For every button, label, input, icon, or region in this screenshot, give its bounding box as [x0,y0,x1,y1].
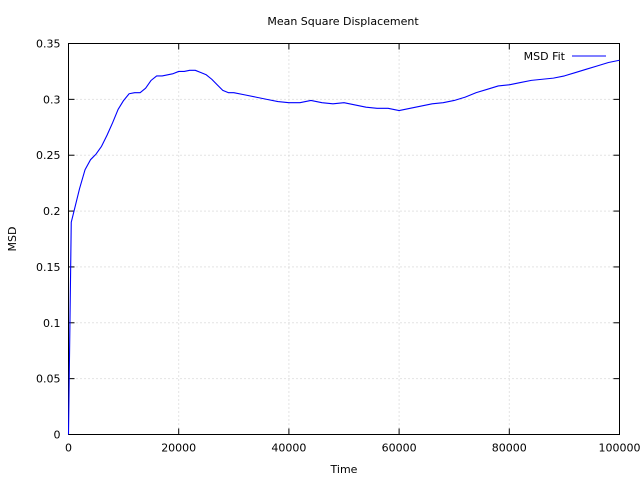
y-tick-label: 0.25 [36,149,61,162]
grid [68,43,620,435]
x-tick-label: 40000 [271,442,306,455]
legend-label: MSD Fit [524,50,566,63]
series-line-msd-fit [67,59,620,435]
plot-frame [68,43,620,435]
x-tick-labels: 0 20000 40000 60000 80000 100000 [65,442,640,455]
y-tick-label: 0 [54,429,61,442]
y-tick-label: 0.3 [43,93,61,106]
chart-title: Mean Square Displacement [267,15,419,28]
y-tick-label: 0.05 [36,373,61,386]
axis-ticks [68,43,620,435]
x-tick-label: 20000 [161,442,196,455]
x-tick-label: 80000 [492,442,527,455]
x-tick-label: 100000 [599,442,640,455]
legend: MSD Fit [524,50,606,63]
x-axis-label: Time [330,463,358,476]
y-axis-label: MSD [6,227,19,252]
y-tick-label: 0.1 [43,317,61,330]
y-tick-label: 0.2 [43,205,61,218]
y-tick-labels: 0 0.05 0.1 0.15 0.2 0.25 0.3 0.35 [36,38,61,442]
x-tick-label: 0 [65,442,72,455]
series-layer [67,59,620,435]
y-tick-label: 0.35 [36,38,61,51]
y-tick-label: 0.15 [36,261,61,274]
x-tick-label: 60000 [382,442,417,455]
